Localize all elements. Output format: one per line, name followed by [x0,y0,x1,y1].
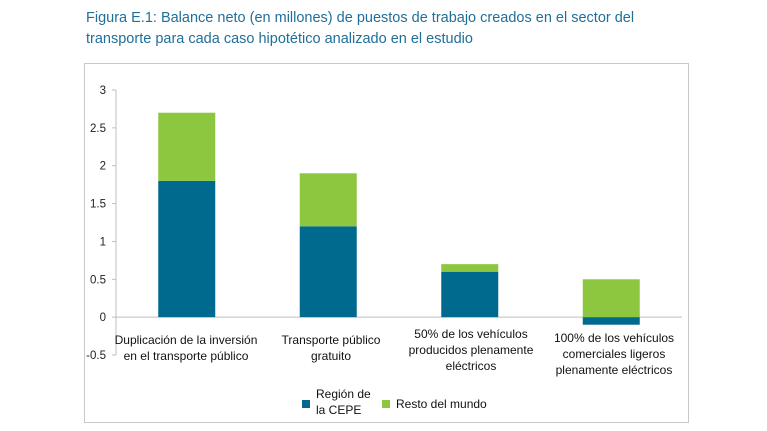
category-label-duplicacion: Duplicación de la inversión en el transp… [114,333,258,363]
y-tick-label: 2.5 [90,123,106,135]
y-tick-label: 2 [100,161,106,173]
y-tick-label: 1.5 [90,199,106,211]
y-tick-label: 1 [100,236,106,248]
figure-title: Figura E.1: Balance neto (en millones) d… [86,10,635,47]
y-tick-label: -0.5 [86,350,106,362]
category-label-100-comerciales: 100% de los vehículos comerciales ligero… [553,331,675,377]
bar-region-cepe-2 [441,271,499,318]
chart-frame [84,63,689,423]
bar-region-cepe-3 [582,317,640,325]
legend-swatch-region-cepe [302,400,310,408]
legend-label-resto-mundo: Resto del mundo [396,397,487,411]
bar-resto-mundo-0 [158,112,216,181]
legend-label-region-cepe: Región de la CEPE [316,387,371,417]
bar-region-cepe-1 [299,226,357,318]
y-tick-label: 0.5 [90,274,106,286]
bar-resto-mundo-2 [441,264,499,272]
bar-resto-mundo-1 [299,173,357,227]
bar-resto-mundo-3 [582,279,640,318]
y-tick-label: 3 [100,85,106,97]
y-tick-label: 0 [100,312,106,324]
bar-region-cepe-0 [158,180,216,318]
category-label-transporte-gratuito: Transporte público gratuito [281,333,381,363]
category-label-50-electricos: 50% de los vehículos producidos plenamen… [408,327,534,373]
legend-swatch-resto-mundo [382,400,390,408]
